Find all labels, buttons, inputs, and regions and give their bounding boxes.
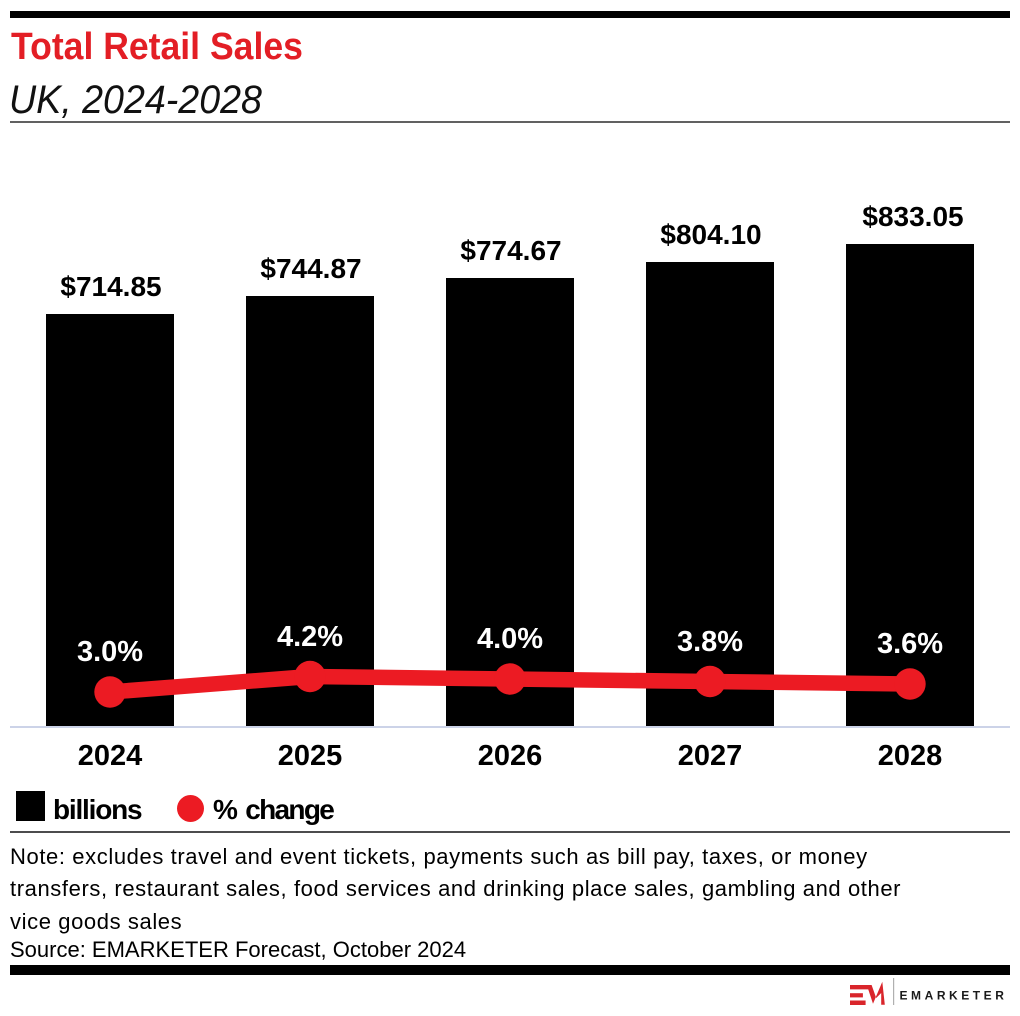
svg-text:EMARKETER: EMARKETER (900, 988, 1008, 1002)
